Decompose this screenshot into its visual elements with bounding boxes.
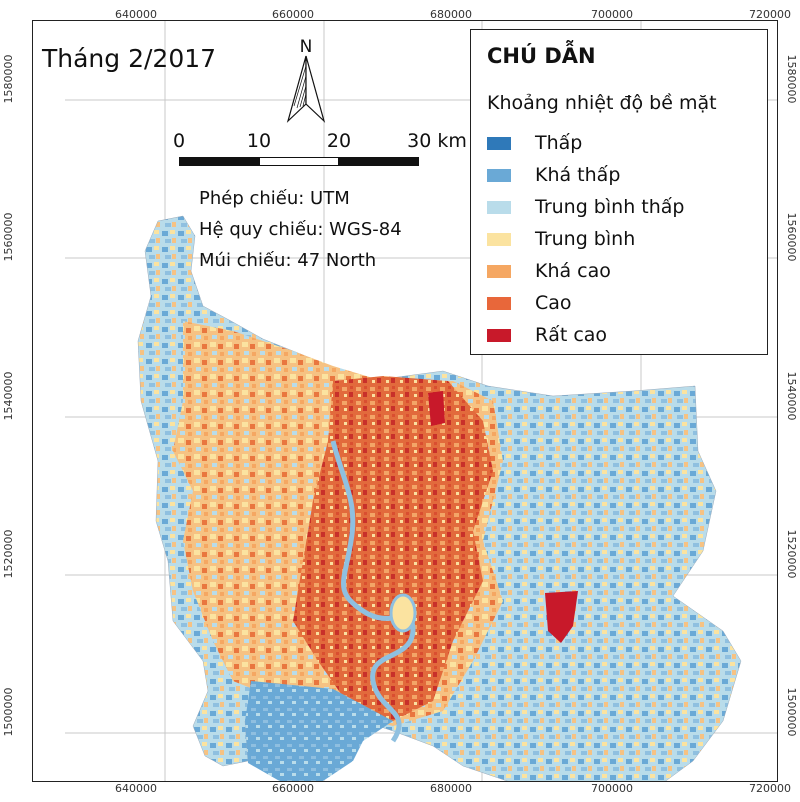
region-urban (293, 376, 493, 721)
map-title: Tháng 2/2017 (42, 44, 217, 73)
legend-subtitle: Khoảng nhiệt độ bề mặt (487, 92, 717, 114)
legend-swatch (487, 296, 511, 310)
y-tick-right-1: 1580000 (785, 54, 798, 104)
projection-line-3: Múi chiếu: 47 North (199, 250, 377, 271)
legend: CHÚ DẪN Khoảng nhiệt độ bề mặt Thấp Khá … (470, 29, 768, 355)
y-tick-left-5: 1500000 (2, 687, 15, 737)
legend-label: Khá thấp (535, 164, 621, 186)
legend-item-trung-binh: Trung bình (487, 226, 635, 252)
x-tick-bottom-1: 640000 (115, 782, 157, 795)
scale-label-30: 30 km (407, 130, 467, 152)
legend-label: Rất cao (535, 324, 608, 346)
hot-spot-2 (545, 591, 578, 643)
legend-swatch (487, 328, 511, 342)
scale-segment-3 (339, 157, 419, 166)
river-loop (389, 593, 417, 633)
scale-segment-2 (259, 157, 339, 166)
x-tick-bottom-2: 660000 (272, 782, 314, 795)
y-tick-left-4: 1520000 (2, 529, 15, 579)
x-tick-bottom-3: 680000 (430, 782, 472, 795)
projection-line-2: Hệ quy chiếu: WGS-84 (199, 219, 402, 240)
legend-label: Cao (535, 292, 572, 314)
x-tick-top-1: 640000 (115, 8, 157, 21)
legend-swatch (487, 200, 511, 214)
y-tick-right-3: 1540000 (785, 371, 798, 421)
legend-label: Trung bình thấp (535, 196, 685, 218)
y-tick-left-3: 1540000 (2, 371, 15, 421)
north-arrow-icon: N (286, 37, 326, 123)
x-tick-top-4: 700000 (591, 8, 633, 21)
legend-item-thap: Thấp (487, 130, 582, 156)
scale-segment-1 (179, 157, 259, 166)
legend-swatch (487, 168, 511, 182)
scale-label-10: 10 (246, 130, 272, 152)
legend-title: CHÚ DẪN (487, 44, 596, 68)
coastal-water (245, 681, 393, 781)
legend-swatch (487, 264, 511, 278)
north-label: N (300, 37, 313, 57)
legend-label: Trung bình (535, 228, 636, 250)
projection-line-1: Phép chiếu: UTM (199, 188, 350, 209)
y-tick-right-5: 1500000 (785, 687, 798, 737)
y-tick-left-1: 1580000 (2, 54, 15, 104)
x-tick-top-3: 680000 (430, 8, 472, 21)
legend-swatch (487, 136, 511, 150)
scale-label-0: 0 (172, 130, 186, 152)
legend-item-kha-thap: Khá thấp (487, 162, 620, 188)
x-tick-top-5: 720000 (749, 8, 791, 21)
legend-label: Thấp (535, 132, 583, 154)
legend-item-cao: Cao (487, 290, 572, 316)
legend-item-rat-cao: Rất cao (487, 322, 607, 348)
legend-item-trung-binh-thap: Trung bình thấp (487, 194, 684, 220)
x-tick-top-2: 660000 (272, 8, 314, 21)
y-tick-right-4: 1520000 (785, 529, 798, 579)
y-tick-right-2: 1560000 (785, 212, 798, 262)
hot-spot-1 (428, 391, 445, 426)
x-tick-bottom-5: 720000 (749, 782, 791, 795)
y-tick-left-2: 1560000 (2, 212, 15, 262)
scale-bar: 0 10 20 30 km (172, 130, 472, 170)
scale-label-20: 20 (326, 130, 352, 152)
surface-temperature-map[interactable] (32, 20, 778, 782)
x-tick-bottom-4: 700000 (591, 782, 633, 795)
legend-label: Khá cao (535, 260, 611, 282)
legend-swatch (487, 232, 511, 246)
legend-item-kha-cao: Khá cao (487, 258, 611, 284)
